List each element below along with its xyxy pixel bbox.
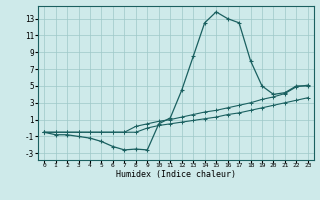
X-axis label: Humidex (Indice chaleur): Humidex (Indice chaleur): [116, 170, 236, 179]
